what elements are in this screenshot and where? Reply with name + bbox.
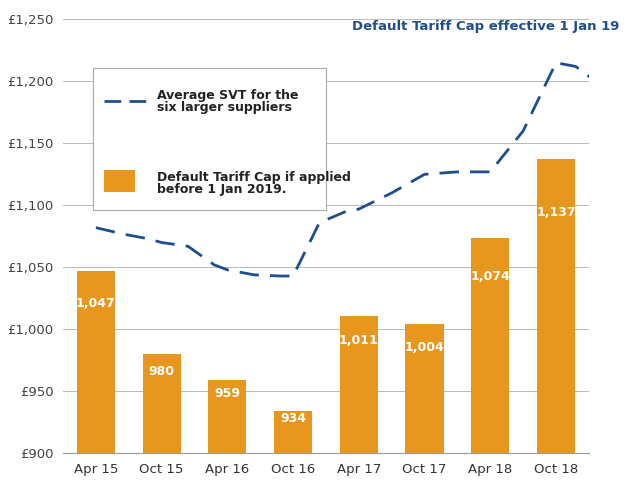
Text: 980: 980 (148, 366, 175, 379)
Text: 1,047: 1,047 (76, 298, 116, 311)
Text: 1,004: 1,004 (404, 341, 444, 354)
Text: before 1 Jan 2019.: before 1 Jan 2019. (157, 184, 286, 196)
Bar (471, 238, 509, 454)
Text: 1,137: 1,137 (536, 206, 576, 219)
Bar (208, 380, 246, 454)
Text: 934: 934 (280, 412, 306, 425)
Text: 1,011: 1,011 (339, 334, 379, 347)
Text: 959: 959 (214, 387, 241, 400)
Bar (537, 159, 575, 454)
Bar (406, 325, 444, 454)
Text: 1,074: 1,074 (470, 270, 510, 283)
Text: Default Tariff Cap effective 1 Jan 19: Default Tariff Cap effective 1 Jan 19 (352, 20, 620, 33)
Bar (143, 354, 180, 454)
Bar (77, 271, 115, 454)
Text: six larger suppliers: six larger suppliers (157, 101, 292, 114)
Text: Average SVT for the: Average SVT for the (157, 89, 298, 101)
Bar (340, 316, 378, 454)
Bar (274, 411, 312, 454)
Text: Default Tariff Cap if applied: Default Tariff Cap if applied (157, 171, 351, 184)
